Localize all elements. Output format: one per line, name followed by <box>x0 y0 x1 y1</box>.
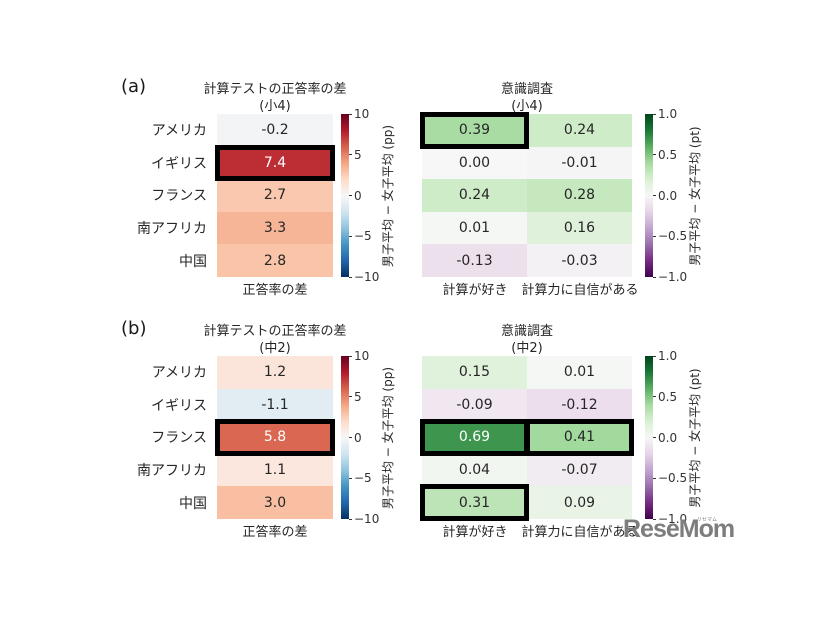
survey-heatmap: 0.15 0.01 -0.09 -0.12 0.69 0.41 0.04 -0.… <box>420 356 634 521</box>
test-heatmap-xlabel: 正答率の差 <box>242 283 308 298</box>
heatmap-cell: 0.41 <box>525 419 634 456</box>
heatmap-cell: 0.15 <box>422 356 527 389</box>
heatmap-cell: 3.3 <box>217 211 333 245</box>
heatmap-cell: -0.13 <box>422 244 527 277</box>
heatmap-cell: 7.4 <box>215 144 335 181</box>
survey-column-label: 計算力に自信がある <box>521 283 639 298</box>
heatmap-cell: 0.31 <box>420 484 529 521</box>
panel-label: (b) <box>121 318 147 339</box>
resemom-watermark-logo: ReseMom <box>623 515 735 543</box>
heatmap-cell: 0.00 <box>422 146 527 180</box>
colorbar-ticks: 10 5 0 −5 −10 <box>349 108 394 283</box>
colorbar-ticks: 1.0 0.5 0.0 −0.5 −1.0 <box>653 108 698 283</box>
colorbar-tick: 0.0 <box>653 432 677 444</box>
colorbar-tick: −0.5 <box>653 230 687 242</box>
survey-heatmap-subtitle: (中2) <box>511 341 543 356</box>
heatmap-cell: 1.1 <box>217 453 333 487</box>
row-label: 南アフリカ <box>137 221 207 238</box>
colorbar-tick: 0 <box>349 432 362 444</box>
heatmap-cell: 0.09 <box>527 486 632 519</box>
row-label: フランス <box>151 188 207 205</box>
survey-heatmap-subtitle: (小4) <box>511 99 543 114</box>
colorbar-tick: 0.5 <box>653 391 677 403</box>
survey-column-label: 計算が好き <box>442 525 508 540</box>
row-labels: アメリカ イギリス フランス 南アフリカ 中国 <box>90 114 207 277</box>
heatmap-cell: 0.24 <box>422 179 527 212</box>
colorbar-tick: −1.0 <box>653 271 687 283</box>
colorbar-tick: 10 <box>349 108 369 120</box>
colorbar-prgn <box>645 114 653 277</box>
colorbar-tick: 0 <box>349 190 362 202</box>
colorbar-tick: −5 <box>349 472 372 484</box>
row-label: イギリス <box>151 397 207 414</box>
colorbar-tick: 5 <box>349 391 362 403</box>
colorbar-tick: 5 <box>349 149 362 161</box>
test-heatmap-title: 計算テストの正答率の差 <box>203 324 347 339</box>
heatmap-cell: 2.7 <box>217 179 333 212</box>
heatmap-cell: 0.16 <box>527 211 632 245</box>
heatmap-cell: -0.03 <box>527 244 632 277</box>
test-heatmap-title: 計算テストの正答率の差 <box>203 82 347 97</box>
heatmap-cell: -0.2 <box>217 114 333 147</box>
test-heatmap-subtitle: (中2) <box>259 341 291 356</box>
colorbar-tick: 1.0 <box>653 108 677 120</box>
heatmap-cell: 5.8 <box>215 419 335 456</box>
panel-b: (b) 計算テストの正答率の差 (中2) アメリカ イギリス フランス 南アフリ… <box>0 242 826 541</box>
test-heatmap: -0.2 7.4 2.7 3.3 2.8 <box>215 114 335 277</box>
heatmap-cell: -0.07 <box>527 453 632 487</box>
row-label: 南アフリカ <box>137 463 207 480</box>
heatmap-cell: 1.2 <box>217 356 333 389</box>
survey-heatmap-title: 意識調査 <box>500 324 553 339</box>
heatmap-cell: -1.1 <box>217 388 333 422</box>
survey-heatmap-title: 意識調査 <box>500 82 553 97</box>
heatmap-cell: -0.09 <box>422 388 527 422</box>
colorbar-tick: −10 <box>349 513 379 525</box>
heatmap-cell: 0.28 <box>527 179 632 212</box>
row-label: 中国 <box>179 253 207 270</box>
watermark-ruby: リセマム <box>697 517 718 523</box>
panel-a: (a) 計算テストの正答率の差 (小4) アメリカ イギリス フランス 南アフリ… <box>0 0 826 299</box>
heatmap-cell: 0.04 <box>422 453 527 487</box>
heatmap-cell: 3.0 <box>217 486 333 519</box>
heatmap-cell: 0.39 <box>420 112 529 149</box>
row-labels: アメリカ イギリス フランス 南アフリカ 中国 <box>90 356 207 519</box>
colorbar-tick: −5 <box>349 230 372 242</box>
row-label: アメリカ <box>151 123 207 140</box>
colorbar-rdbu <box>341 356 349 519</box>
test-heatmap: 1.2 -1.1 5.8 1.1 3.0 <box>215 356 335 519</box>
colorbar-tick: 0.5 <box>653 149 677 161</box>
heatmap-cell: -0.01 <box>527 146 632 180</box>
colorbar-prgn <box>645 356 653 519</box>
heatmap-cell: 0.01 <box>422 211 527 245</box>
colorbar-tick: 0.0 <box>653 190 677 202</box>
row-label: 中国 <box>179 495 207 512</box>
colorbar-ticks: 10 5 0 −5 −10 <box>349 350 394 525</box>
heatmap-cell: -0.12 <box>527 388 632 422</box>
row-label: イギリス <box>151 155 207 172</box>
colorbar-tick: −1.0 <box>653 513 687 525</box>
colorbar-ticks: 1.0 0.5 0.0 −0.5 −1.0 <box>653 350 698 525</box>
survey-column-label: 計算力に自信がある <box>521 525 639 540</box>
survey-heatmap: 0.39 0.24 0.00 -0.01 0.24 0.28 0.01 0.16… <box>420 112 632 277</box>
test-heatmap-xlabel: 正答率の差 <box>242 525 308 540</box>
colorbar-tick: −0.5 <box>653 472 687 484</box>
colorbar-label: 男子平均 − 女子平均 (pt) <box>688 368 702 508</box>
colorbar-rdbu <box>341 114 349 277</box>
colorbar-tick: 1.0 <box>653 350 677 362</box>
heatmap-cell: 0.69 <box>420 419 529 456</box>
survey-column-label: 計算が好き <box>442 283 508 298</box>
row-label: フランス <box>151 430 207 447</box>
heatmap-cell: 0.24 <box>527 114 632 147</box>
colorbar-tick: −10 <box>349 271 379 283</box>
colorbar-label: 男子平均 − 女子平均 (pp) <box>381 366 395 510</box>
panel-label: (a) <box>121 76 147 97</box>
row-label: アメリカ <box>151 365 207 382</box>
heatmap-cell: 0.01 <box>527 356 632 389</box>
test-heatmap-subtitle: (小4) <box>259 99 291 114</box>
colorbar-tick: 10 <box>349 350 369 362</box>
heatmap-cell: 2.8 <box>217 244 333 277</box>
